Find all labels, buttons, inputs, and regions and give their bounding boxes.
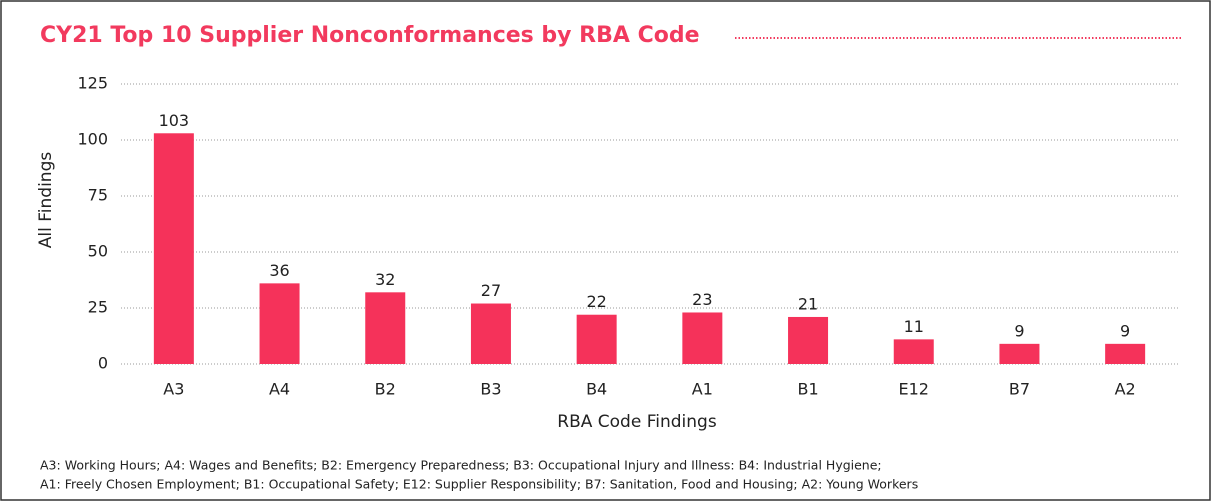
x-tick-label: B7 [1009, 380, 1030, 399]
bar [682, 312, 723, 364]
y-tick-label: 100 [77, 130, 108, 149]
bar [365, 292, 406, 364]
data-label: 11 [904, 317, 924, 336]
y-tick-label: 125 [77, 74, 108, 93]
y-tick-label: 0 [98, 354, 108, 373]
bar [893, 339, 934, 364]
x-tick-label: A4 [269, 380, 290, 399]
chart-title: CY21 Top 10 Supplier Nonconformances by … [40, 23, 700, 48]
data-label: 103 [159, 111, 190, 130]
data-label: 32 [375, 270, 395, 289]
x-tick-label: A1 [692, 380, 713, 399]
data-label: 23 [692, 290, 712, 309]
bar [153, 133, 194, 364]
data-label: 36 [269, 261, 289, 280]
x-tick-label: B3 [480, 380, 501, 399]
x-tick-label: B1 [797, 380, 818, 399]
data-label: 21 [798, 294, 818, 313]
bar [1105, 343, 1146, 364]
x-tick-label: A2 [1115, 380, 1136, 399]
x-tick-label: E12 [899, 380, 929, 399]
data-label: 22 [586, 292, 606, 311]
y-tick-label: 50 [88, 242, 108, 261]
footnote: A1: Freely Chosen Employment; B1: Occupa… [40, 477, 918, 492]
bar [576, 314, 617, 364]
data-label: 9 [1120, 321, 1130, 340]
y-tick-label: 25 [88, 298, 108, 317]
y-tick-label: 75 [88, 186, 108, 205]
x-tick-label: B2 [375, 380, 396, 399]
bar [999, 343, 1040, 364]
x-tick-label: A3 [163, 380, 184, 399]
bar [259, 283, 300, 364]
data-label: 27 [481, 281, 501, 300]
footnote: A3: Working Hours; A4: Wages and Benefit… [40, 458, 882, 473]
x-axis-label: RBA Code Findings [557, 412, 717, 432]
data-label: 9 [1014, 321, 1024, 340]
bar [788, 316, 829, 364]
bar [470, 303, 511, 364]
x-tick-label: B4 [586, 380, 607, 399]
y-axis-label: All Findings [36, 152, 56, 249]
